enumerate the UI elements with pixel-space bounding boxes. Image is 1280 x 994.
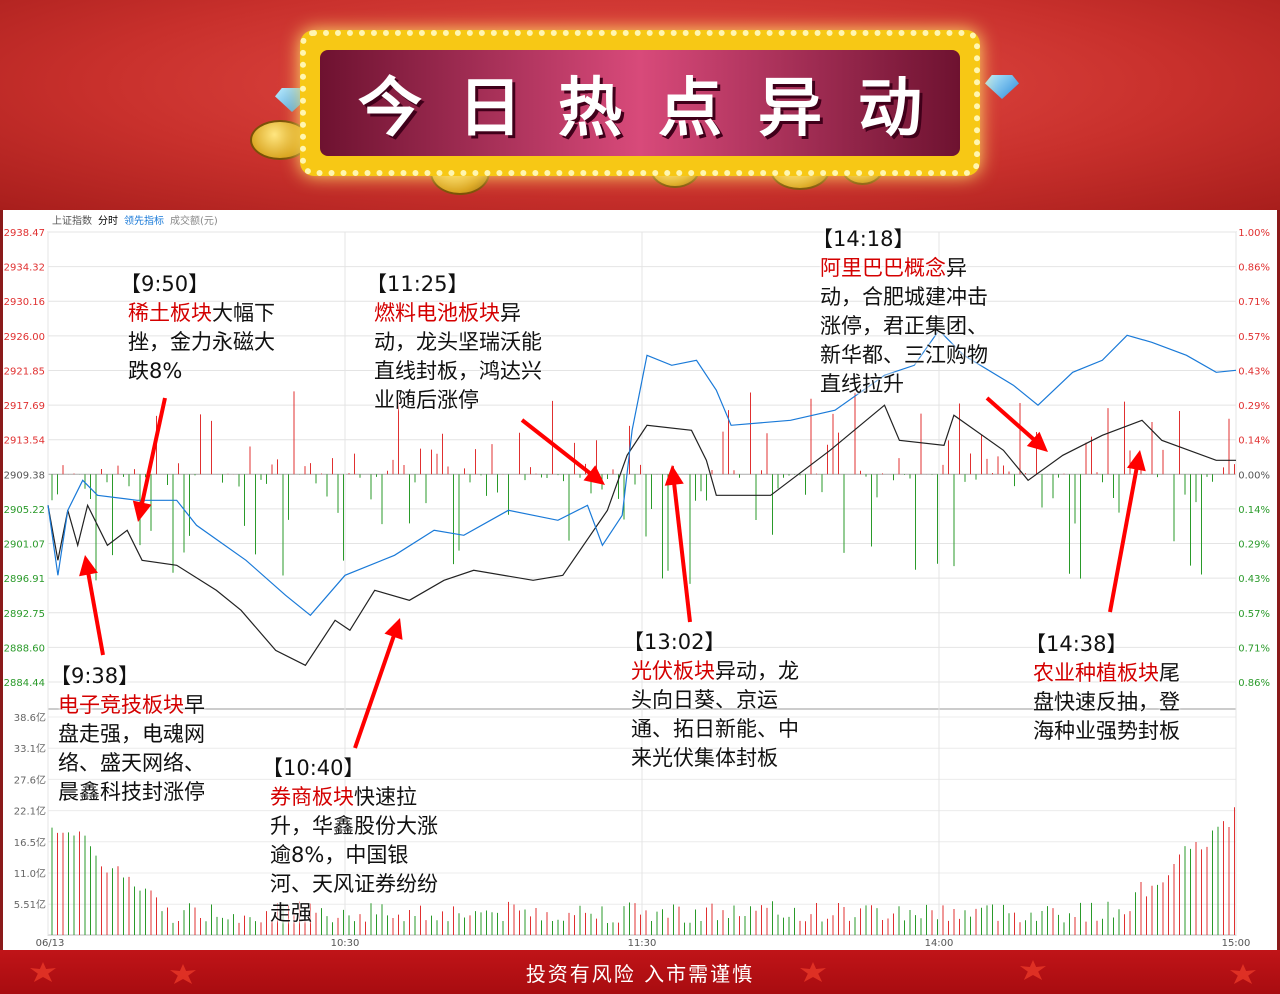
annotation-text: 异动，龙头向日葵、京运通、拓日新能、中来光伏集体封板 [631, 659, 799, 770]
pct-tick-label: 0.43% [1238, 366, 1270, 377]
arrow-head-icon [583, 465, 605, 485]
volume-tick-label: 5.51亿 [14, 898, 46, 911]
price-tick-label: 2905.22 [4, 505, 45, 516]
price-tick-label: 2934.32 [4, 263, 45, 274]
pct-tick-label: 0.86% [1238, 263, 1270, 274]
price-tick-label: 2909.38 [4, 470, 45, 481]
price-tick-label: 2913.54 [4, 436, 45, 447]
price-tick-label: 2930.16 [4, 297, 45, 308]
annotation-time: 【9:38】 [50, 664, 140, 688]
tab-index[interactable]: 上证指数 [52, 216, 92, 227]
annotation-sector: 稀土板块 [128, 301, 212, 325]
tab-volume[interactable]: 成交额(元) [170, 216, 218, 227]
pct-tick-label: 0.57% [1238, 609, 1270, 620]
arrow-shaft [671, 474, 692, 623]
annotation-time: 【13:02】 [623, 630, 726, 654]
pct-tick-label: 0.00% [1238, 470, 1270, 481]
price-tick-label: 2926.00 [4, 332, 45, 343]
pct-tick-label: 0.43% [1238, 574, 1270, 585]
arrow-head-icon [664, 465, 684, 486]
annotation-sector: 券商板块 [270, 785, 354, 809]
annotation-text: 异动，龙头坚瑞沃能直线封板，鸿达兴业随后涨停 [374, 301, 542, 412]
chart-panel [0, 210, 1280, 950]
price-tick-label: 2921.85 [4, 366, 45, 377]
annotation-time: 【11:25】 [366, 272, 469, 296]
arrow-shaft [1108, 459, 1141, 613]
annotation-sector: 燃料电池板块 [374, 301, 500, 325]
time-tick-label: 14:00 [925, 938, 954, 949]
footer-banner: 投资有风险 入市需谨慎 [0, 950, 1280, 994]
annotation-fuel-cell: 【11:25】燃料电池板块异动，龙头坚瑞沃能直线封板，鸿达兴业随后涨停 [366, 270, 544, 415]
annotation-rare-earth: 【9:50】稀土板块大幅下挫，金力永磁大跌8% [120, 270, 278, 386]
arrow-shaft [138, 397, 167, 513]
annotation-sector: 光伏板块 [631, 659, 715, 683]
price-tick-label: 2892.75 [4, 609, 45, 620]
arrow-head-icon [1126, 450, 1146, 472]
volume-tick-label: 27.6亿 [14, 773, 46, 786]
price-tick-label: 2901.07 [4, 540, 45, 551]
pct-tick-label: 0.29% [1238, 401, 1270, 412]
time-tick-label: 11:30 [628, 938, 657, 949]
volume-tick-label: 16.5亿 [14, 836, 46, 849]
pct-tick-label: 0.29% [1238, 540, 1270, 551]
leading-line [47, 329, 1237, 617]
annotation-sector: 电子竞技板块 [58, 693, 184, 717]
time-tick-label: 10:30 [331, 938, 360, 949]
pct-tick-label: 0.14% [1238, 436, 1270, 447]
volume-tick-label: 33.1亿 [14, 742, 46, 755]
arrow-shaft [84, 564, 105, 656]
annotation-text: 尾盘快速反抽，登海种业强势封板 [1033, 661, 1180, 743]
index-line [47, 404, 1236, 667]
pct-tick-label: 0.57% [1238, 332, 1270, 343]
annotation-time: 【9:50】 [120, 272, 210, 296]
time-tick-label: 06/13 [36, 938, 65, 949]
price-tick-label: 2888.60 [4, 643, 45, 654]
annotation-photovoltaic: 【13:02】 光伏板块异动，龙头向日葵、京运通、拓日新能、中来光伏集体封板 [623, 628, 801, 773]
title-sign: 今日热点异动 [300, 30, 980, 176]
annotation-time: 【14:18】 [812, 227, 915, 251]
volume-tick-label: 38.6亿 [14, 711, 46, 724]
chart-tabs: 上证指数 分时 领先指标 成交额(元) [52, 212, 218, 227]
risk-warning: 投资有风险 入市需谨慎 [525, 961, 755, 986]
annotation-esports: 【9:38】电子竞技板块早盘走强，电魂网络、盛天网络、晨鑫科技封涨停 [50, 662, 208, 807]
pct-tick-label: 0.71% [1238, 643, 1270, 654]
pct-tick-label: 0.14% [1238, 505, 1270, 516]
annotation-text: 大幅下挫，金力永磁大跌8% [128, 301, 275, 383]
tab-leading[interactable]: 领先指标 [124, 216, 164, 227]
arrow-head-icon [1026, 431, 1048, 452]
annotation-sector: 农业种植板块 [1033, 661, 1159, 685]
price-tick-label: 2896.91 [4, 574, 45, 585]
arrow-shaft [985, 396, 1042, 447]
annotation-text: 快速拉升，华鑫股份大涨逾8%，中国银河、天风证券纷纷走强 [270, 785, 438, 925]
annotation-agriculture: 【14:38】农业种植板块尾盘快速反抽，登海种业强势封板 [1025, 630, 1188, 746]
banner-title: 今日热点异动 [358, 72, 958, 146]
annotation-text: 异动，合肥城建冲击涨停，君正集团、新华都、三江购物直线拉升 [820, 256, 988, 396]
annotation-brokerage: 【10:40】 券商板块快速拉升，华鑫股份大涨逾8%，中国银河、天风证券纷纷走强 [262, 754, 440, 928]
arrow-shaft [520, 418, 599, 481]
arrow-head-icon [79, 555, 98, 577]
pct-tick-label: 0.86% [1238, 678, 1270, 689]
arrow-shaft [353, 626, 399, 749]
annotation-text: 早盘走强，电魂网络、盛天网络、晨鑫科技封涨停 [58, 693, 205, 804]
pct-tick-label: 0.71% [1238, 297, 1270, 308]
annotation-time: 【14:38】 [1025, 632, 1128, 656]
annotation-sector: 阿里巴巴概念 [820, 256, 946, 280]
annotation-time: 【10:40】 [262, 756, 365, 780]
price-tick-label: 2917.69 [4, 401, 45, 412]
header-banner: 今日热点异动 [0, 0, 1280, 210]
tab-intraday[interactable]: 分时 [98, 216, 118, 227]
arrow-head-icon [132, 500, 152, 522]
price-tick-label: 2938.47 [4, 228, 45, 239]
arrow-head-icon [384, 618, 403, 640]
annotation-alibaba: 【14:18】阿里巴巴概念异动，合肥城建冲击涨停，君正集团、新华都、三江购物直线… [812, 225, 990, 399]
volume-tick-label: 22.1亿 [14, 805, 46, 818]
volume-tick-label: 11.0亿 [14, 867, 46, 880]
price-tick-label: 2884.44 [4, 678, 45, 689]
time-tick-label: 15:00 [1222, 938, 1251, 949]
pct-tick-label: 1.00% [1238, 228, 1270, 239]
